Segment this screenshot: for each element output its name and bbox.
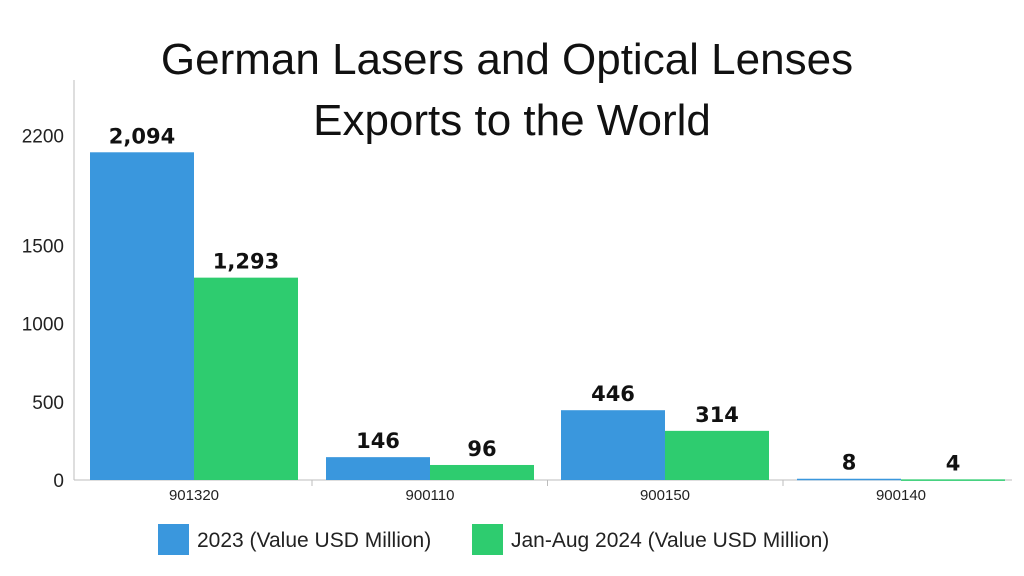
x-tick-label-901320: 901320 xyxy=(169,487,219,504)
bar-901320-series-0 xyxy=(90,152,194,480)
bar-901320-series-1 xyxy=(194,277,298,480)
x-tick-label-900150: 900150 xyxy=(640,487,690,504)
legend-label-2023: 2023 (Value USD Million) xyxy=(197,529,431,552)
data-labels-group: 2,094 1,293 146 96 446 314 8 4 xyxy=(109,124,961,475)
chart-title-line-2: Exports to the World xyxy=(313,96,711,145)
legend-swatch-2023 xyxy=(158,524,189,555)
bar-900140-series-0 xyxy=(797,478,901,481)
y-tick-label: 500 xyxy=(32,393,64,414)
legend-label-2024: Jan-Aug 2024 (Value USD Million) xyxy=(511,529,829,552)
data-label-901320-series-0: 2,094 xyxy=(109,124,175,148)
data-label-900150-series-1: 314 xyxy=(695,403,739,427)
data-label-901320-series-1: 1,293 xyxy=(213,250,279,274)
bar-900150-series-1 xyxy=(665,430,769,480)
bar-900140-series-1 xyxy=(901,479,1005,481)
data-label-900110-series-0: 146 xyxy=(356,429,400,453)
legend-swatch-2024 xyxy=(472,524,503,555)
x-axis-ticks: 901320 900110 900150 900140 xyxy=(169,480,926,504)
legend: 2023 (Value USD Million) Jan-Aug 2024 (V… xyxy=(158,524,829,555)
y-tick-label: 1500 xyxy=(22,236,64,257)
bars-group xyxy=(90,152,1005,481)
x-tick-label-900140: 900140 xyxy=(876,487,926,504)
data-label-900140-series-0: 8 xyxy=(842,451,857,475)
bar-900150-series-0 xyxy=(561,410,665,480)
chart-title-line-1: German Lasers and Optical Lenses xyxy=(161,35,853,84)
data-label-900140-series-1: 4 xyxy=(946,451,961,475)
data-label-900150-series-0: 446 xyxy=(591,382,635,406)
y-tick-label: 2200 xyxy=(22,127,64,148)
bar-900110-series-0 xyxy=(326,457,430,480)
bar-900110-series-1 xyxy=(430,464,534,480)
data-label-900110-series-1: 96 xyxy=(467,437,496,461)
y-tick-label: 1000 xyxy=(22,315,64,336)
y-tick-label: 0 xyxy=(53,471,64,492)
x-tick-label-900110: 900110 xyxy=(406,487,455,504)
y-axis-ticks: 0 500 1000 1500 2200 xyxy=(22,127,64,492)
